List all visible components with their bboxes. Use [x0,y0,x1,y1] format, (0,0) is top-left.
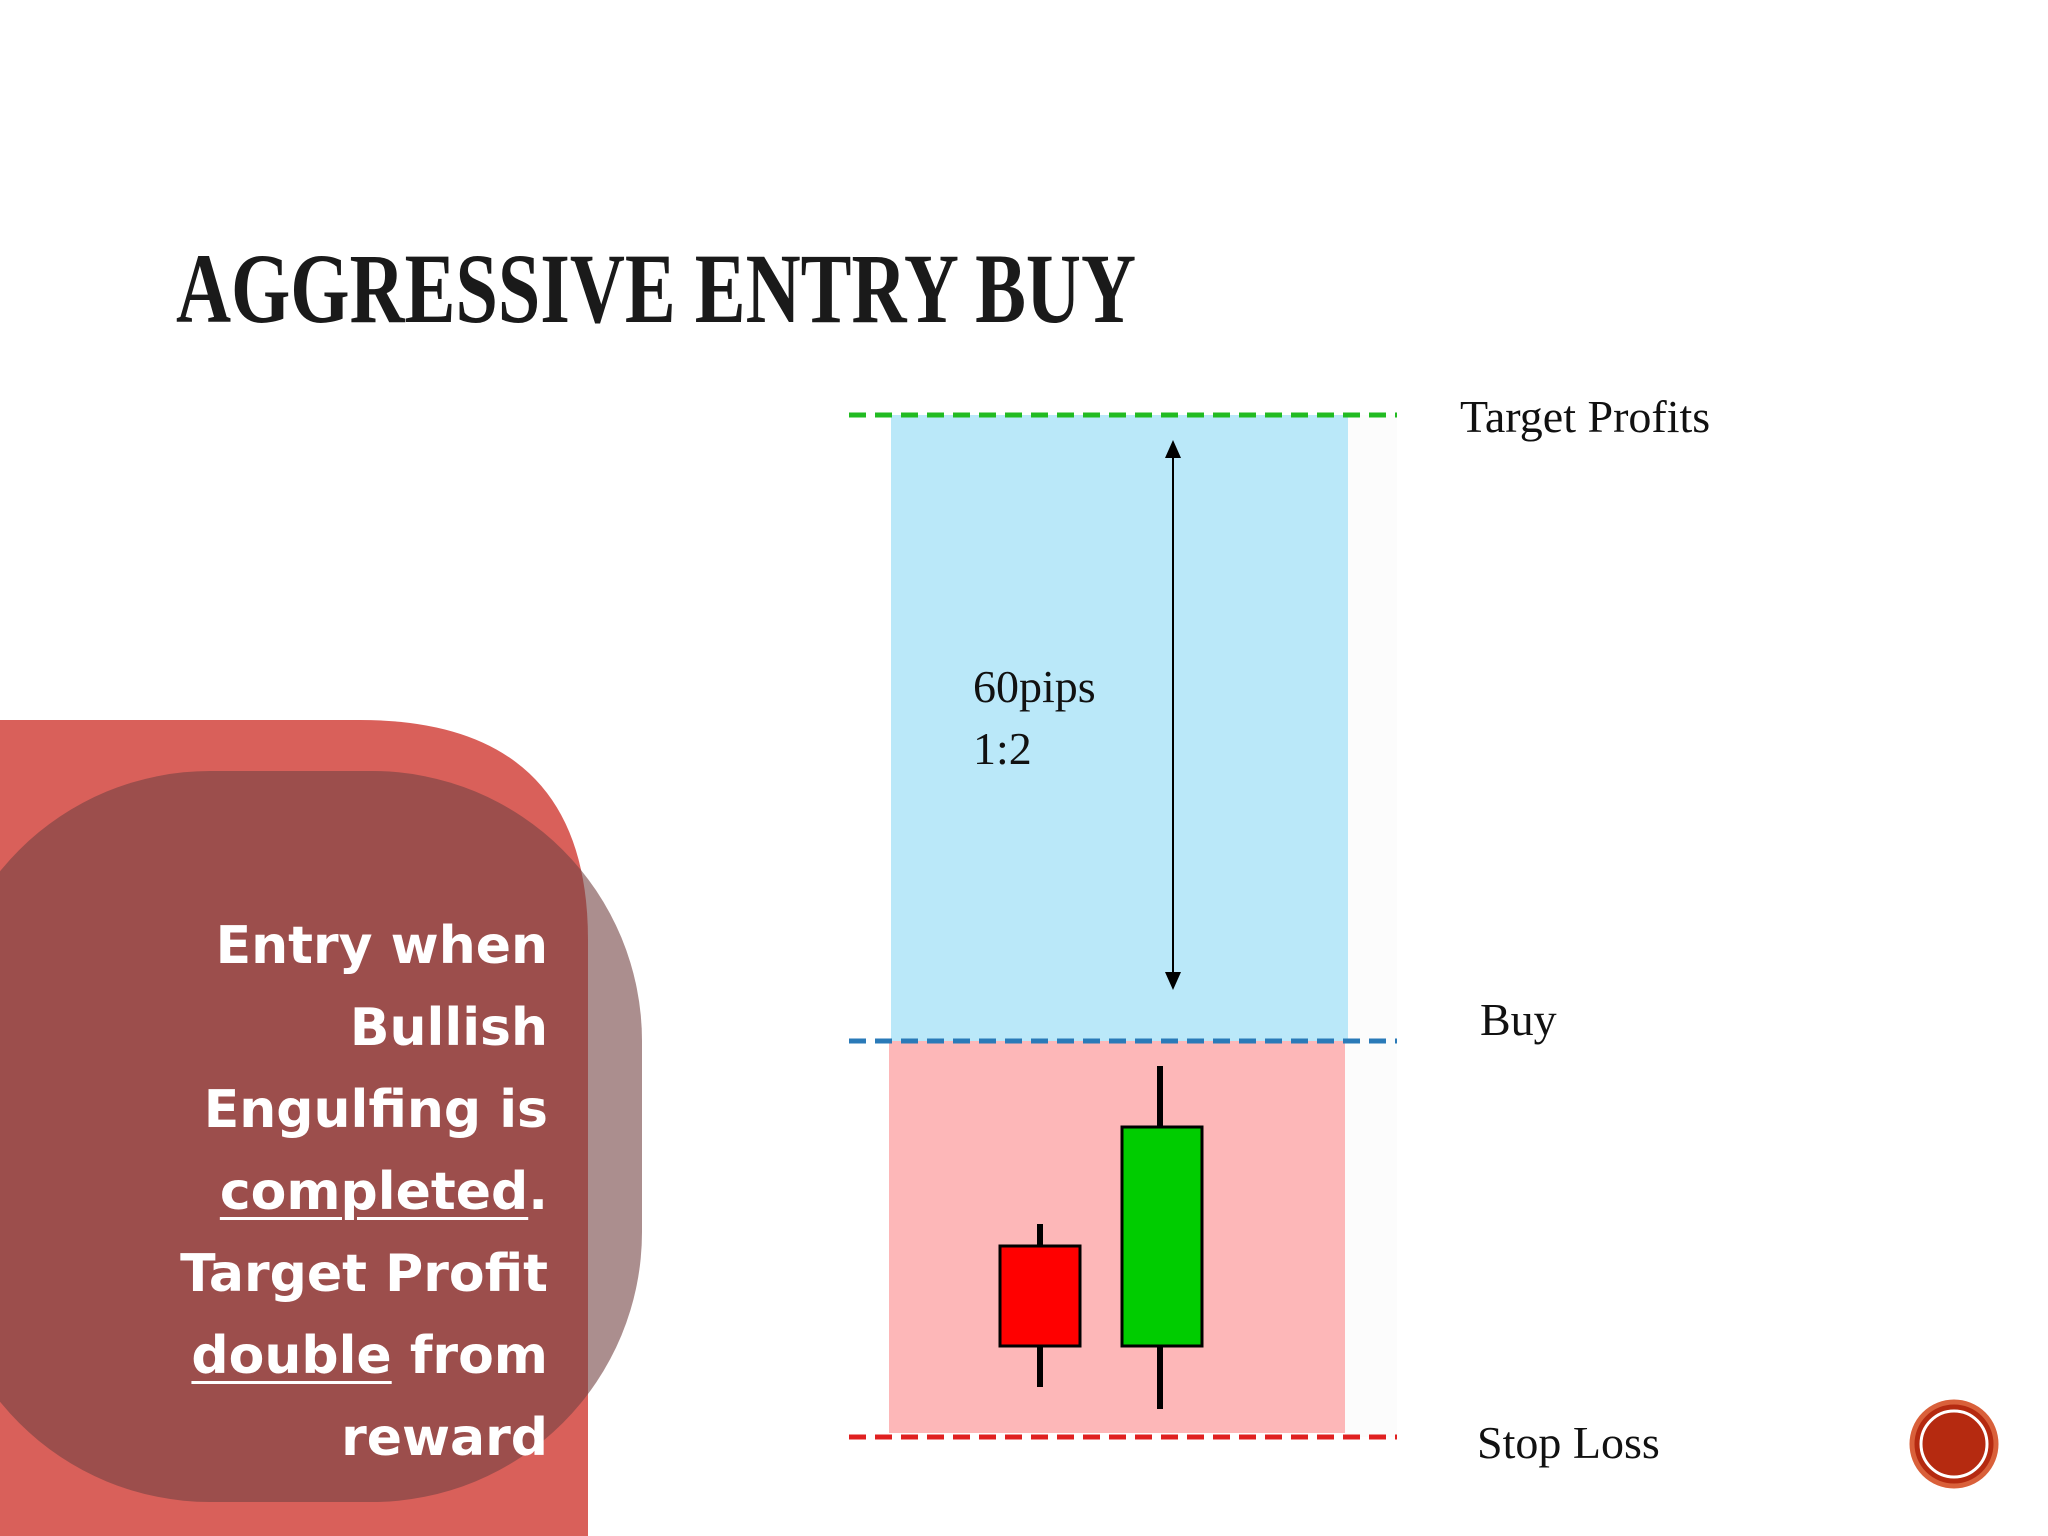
note-text: Engulfing is [203,1080,548,1140]
pips-label: 60pips [973,661,1096,712]
column-shade [1345,415,1397,1437]
profit-zone [891,415,1348,1041]
note-text: completed [219,1162,529,1222]
note-text: Target Profit [180,1244,548,1304]
note-text: from [409,1326,548,1386]
target-label: Target Profits [1460,391,1710,442]
note-text: double [191,1326,392,1386]
note-text: Entry when [215,916,548,976]
bear-candle [998,1244,1082,1348]
bull-candle [1120,1125,1204,1348]
buy-label: Buy [1480,994,1557,1045]
ratio-label: 1:2 [973,723,1032,774]
nav-ring [1919,1409,1989,1479]
note-text: reward [341,1408,548,1468]
note: Entry when Bullish Engulfing is complete… [150,905,548,1479]
stop-label: Stop Loss [1477,1417,1660,1468]
slide-title: AGGRESSIVE ENTRY BUY [176,233,1136,344]
note-text: Bullish [349,998,548,1058]
nav-button[interactable] [1909,1399,1999,1489]
loss-zone [889,1041,1345,1433]
dark-shape [0,771,642,1502]
note-text: . [528,1162,548,1222]
